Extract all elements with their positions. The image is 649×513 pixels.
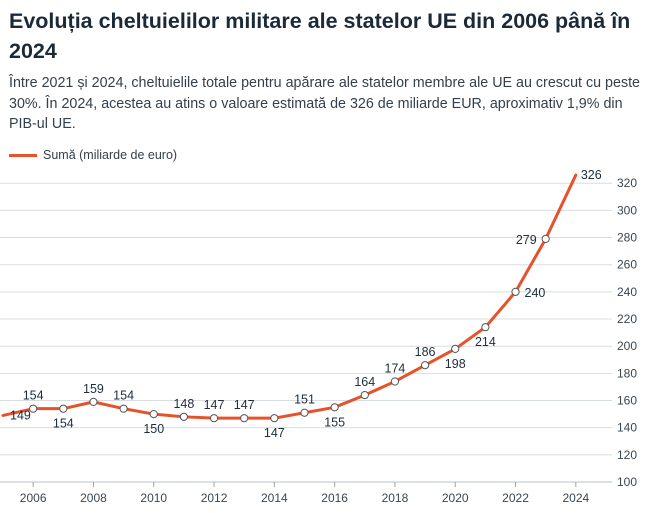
x-tick-label: 2012 xyxy=(201,491,228,505)
data-label: 149 xyxy=(10,408,31,422)
data-label: 151 xyxy=(294,393,315,407)
y-tick-label: 320 xyxy=(617,176,637,190)
x-axis: 2006 2008 2010 2012 2014 2016 2018 2020 2022 2024 xyxy=(0,481,612,505)
data-label: 174 xyxy=(385,362,406,376)
y-tick-label: 300 xyxy=(617,203,637,217)
data-point xyxy=(29,404,38,413)
data-point xyxy=(390,377,400,386)
y-tick-label: 260 xyxy=(617,258,637,272)
data-label: 326 xyxy=(581,168,602,182)
data-point xyxy=(360,390,369,400)
data-points xyxy=(29,234,550,423)
x-tick-label: 2014 xyxy=(261,491,288,505)
data-point xyxy=(300,408,309,417)
x-tick-label: 2016 xyxy=(321,491,348,505)
data-label: 154 xyxy=(23,389,44,403)
data-label: 164 xyxy=(354,375,375,389)
data-label: 159 xyxy=(83,382,104,396)
data-point xyxy=(420,361,430,370)
data-label: 147 xyxy=(204,398,225,412)
y-tick-label: 180 xyxy=(617,366,637,380)
x-tick-label: 2024 xyxy=(562,491,589,505)
series-suma xyxy=(1,173,578,420)
y-tick-label: 280 xyxy=(617,231,637,245)
x-tick-label: 2010 xyxy=(140,491,167,505)
y-tick-label: 160 xyxy=(617,394,637,408)
data-label: 150 xyxy=(143,422,164,436)
data-point xyxy=(149,409,158,419)
x-tick-label: 2020 xyxy=(442,491,469,505)
y-tick-label: 220 xyxy=(617,312,637,326)
data-point xyxy=(451,344,460,354)
data-point xyxy=(179,412,189,421)
data-label: 148 xyxy=(173,397,194,411)
data-labels: 149 154 154 159 154 150 148 147 147 147 151 155 164 1… xyxy=(10,168,602,440)
data-point xyxy=(119,404,128,413)
data-label: 279 xyxy=(516,233,537,247)
data-label: 198 xyxy=(445,357,466,371)
data-label: 154 xyxy=(53,417,74,431)
data-point xyxy=(240,414,249,423)
gridlines xyxy=(0,182,612,483)
x-tick-label: 2006 xyxy=(20,491,47,505)
data-label: 155 xyxy=(324,415,345,429)
data-label: 186 xyxy=(415,345,436,359)
legend-swatch xyxy=(9,153,37,157)
data-label: 147 xyxy=(234,398,255,412)
data-point xyxy=(330,403,339,412)
legend-label: Sumă (miliarde de euro) xyxy=(43,148,178,162)
data-label: 154 xyxy=(113,389,134,403)
y-tick-label: 100 xyxy=(617,475,637,489)
legend: Sumă (miliarde de euro) xyxy=(9,146,177,164)
data-point xyxy=(511,287,520,296)
data-point xyxy=(541,234,550,244)
y-tick-label: 200 xyxy=(617,339,637,353)
data-label: 214 xyxy=(475,335,496,349)
x-tick-label: 2008 xyxy=(80,491,107,505)
series-line xyxy=(1,173,578,420)
chart-title: Evoluția cheltuielilor militare ale stat… xyxy=(9,9,631,63)
data-point xyxy=(209,414,219,423)
data-label: 147 xyxy=(264,426,285,440)
x-tick-label: 2018 xyxy=(382,491,409,505)
chart-subtitle: Între 2021 și 2024, cheltuielile totale … xyxy=(9,75,641,132)
y-tick-label: 120 xyxy=(617,448,637,462)
x-tick-label: 2022 xyxy=(502,491,529,505)
y-tick-label: 240 xyxy=(617,285,637,299)
y-axis: 100 120 140 160 180 200 220 240 260 280 300 320 xyxy=(617,176,637,489)
y-tick-label: 140 xyxy=(617,421,637,435)
data-label: 240 xyxy=(525,286,546,300)
data-point xyxy=(481,323,490,332)
data-point xyxy=(89,397,98,406)
data-point xyxy=(59,404,68,413)
data-point xyxy=(270,414,279,423)
